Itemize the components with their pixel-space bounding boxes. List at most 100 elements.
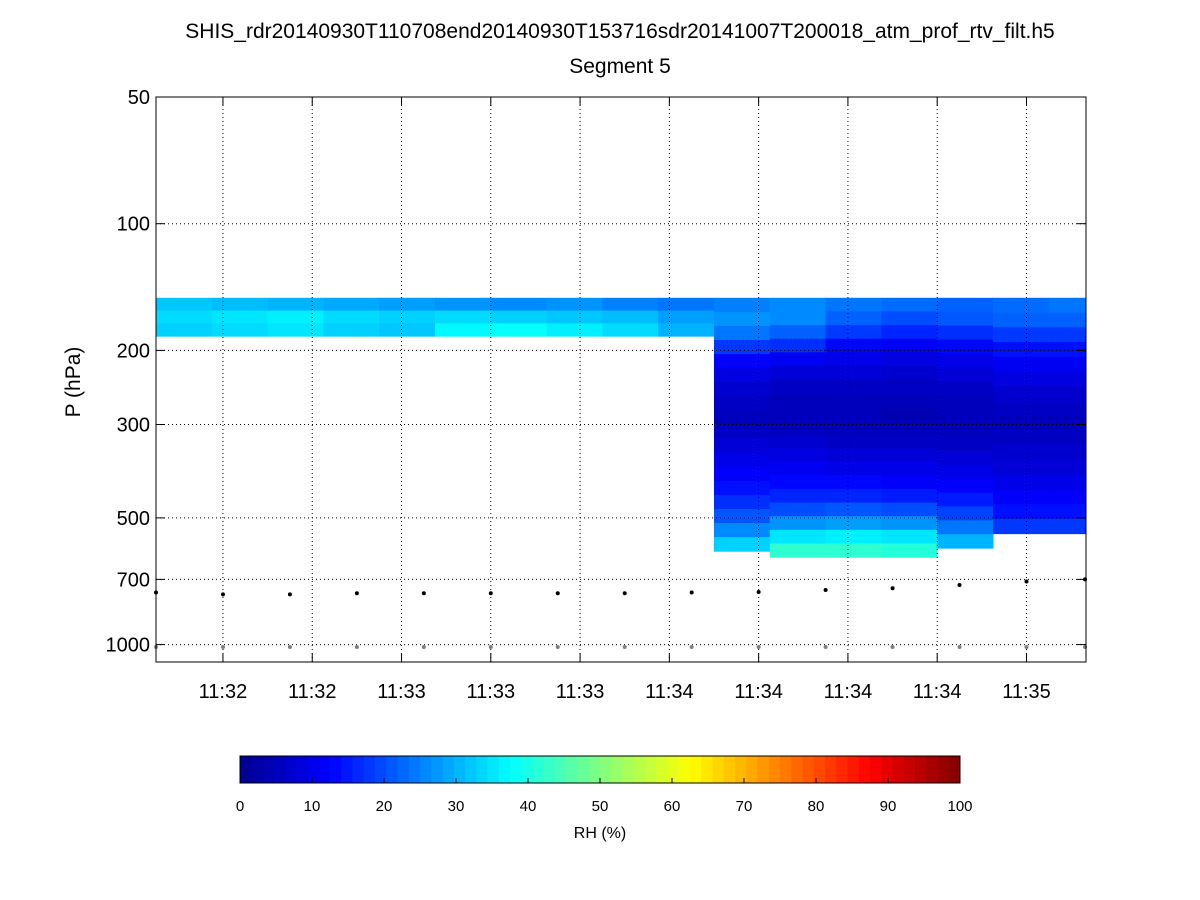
heatmap-cell bbox=[825, 393, 882, 408]
heatmap-cell bbox=[881, 352, 938, 367]
heatmap-cell bbox=[1048, 327, 1087, 343]
x-tick-label: 11:34 bbox=[645, 681, 694, 703]
surface-pressure-point bbox=[823, 588, 828, 593]
heatmap-cell bbox=[769, 407, 827, 422]
colorbar-cell bbox=[847, 756, 860, 783]
heatmap-cell bbox=[211, 323, 269, 337]
heatmap-cell bbox=[714, 382, 771, 397]
heatmap-cell bbox=[769, 379, 827, 394]
colorbar-cell bbox=[881, 756, 893, 783]
heatmap-cell bbox=[769, 529, 827, 545]
x-tick-label: 11:35 bbox=[1002, 681, 1051, 703]
heatmap-cell bbox=[937, 450, 994, 466]
heatmap-cell bbox=[490, 323, 548, 337]
colorbar-cell bbox=[611, 756, 623, 783]
y-tick-label: 100 bbox=[117, 214, 150, 236]
colorbar-cell bbox=[701, 756, 713, 783]
heatmap-cell bbox=[714, 410, 771, 426]
heatmap-cell bbox=[881, 475, 938, 490]
ground-pressure-point bbox=[488, 644, 493, 649]
heatmap-cell bbox=[881, 461, 938, 476]
colorbar-cell bbox=[521, 756, 533, 783]
colorbar-cell bbox=[487, 756, 500, 783]
heatmap-cell bbox=[881, 338, 938, 353]
heatmap-cell bbox=[435, 310, 492, 324]
x-tick-label: 11:32 bbox=[199, 681, 248, 703]
heatmap-cell bbox=[658, 297, 715, 312]
heatmap-cell bbox=[156, 323, 213, 337]
heatmap-cell bbox=[937, 492, 994, 507]
heatmap-cell bbox=[769, 475, 827, 490]
heatmap-cell bbox=[267, 297, 324, 312]
heatmap-cell bbox=[714, 523, 771, 538]
heatmap-cell bbox=[1048, 415, 1087, 431]
heatmap-cell bbox=[825, 447, 882, 463]
heatmap-cell bbox=[993, 297, 1050, 314]
heatmap-cell bbox=[323, 297, 380, 312]
x-tick-label: 11:34 bbox=[913, 681, 962, 703]
y-tick-label: 500 bbox=[117, 508, 150, 530]
heatmap-cell bbox=[993, 400, 1050, 417]
heatmap-cell bbox=[769, 516, 827, 531]
heatmap-cell bbox=[769, 325, 827, 340]
heatmap-cell bbox=[937, 353, 994, 368]
x-tick-label: 11:33 bbox=[556, 681, 605, 703]
heatmap-cell bbox=[937, 311, 994, 327]
heatmap-cell bbox=[825, 516, 882, 531]
heatmap-cell bbox=[881, 447, 938, 463]
colorbar-cell bbox=[510, 756, 522, 783]
colorbar-cell bbox=[352, 756, 365, 783]
colorbar-cell bbox=[633, 756, 646, 783]
heatmap-cell bbox=[714, 297, 771, 313]
heatmap-cell bbox=[937, 381, 994, 396]
heatmap-cell bbox=[993, 327, 1050, 343]
heatmap-cell bbox=[769, 311, 827, 326]
heatmap-cell bbox=[211, 297, 269, 312]
heatmap-cell bbox=[993, 504, 1050, 520]
heatmap-cell bbox=[658, 323, 715, 337]
heatmap-cell bbox=[993, 474, 1050, 490]
surface-pressure-point bbox=[957, 583, 962, 588]
colorbar-tick-label: 0 bbox=[236, 798, 244, 815]
heatmap-cell bbox=[881, 543, 938, 558]
heatmap-cell bbox=[769, 338, 827, 353]
colorbar-cell bbox=[555, 756, 567, 783]
heatmap-cell bbox=[769, 461, 827, 476]
heatmap-cell bbox=[881, 379, 938, 394]
colorbar-cell bbox=[363, 756, 376, 783]
heatmap-cell bbox=[881, 393, 938, 408]
ground-pressure-point bbox=[555, 644, 560, 649]
colorbar-cell bbox=[442, 756, 455, 783]
colorbar-tick-label: 60 bbox=[664, 798, 681, 815]
ground-pressure-point bbox=[220, 644, 225, 649]
heatmap-cell bbox=[881, 434, 938, 449]
y-tick-label: 200 bbox=[117, 340, 150, 362]
heatmap-cell bbox=[937, 464, 994, 480]
surface-pressure-point bbox=[354, 591, 359, 596]
ground-pressure-point bbox=[354, 644, 359, 649]
heatmap-cell bbox=[825, 502, 882, 517]
ground-pressure-point bbox=[1024, 644, 1029, 649]
heatmap-cell bbox=[769, 297, 827, 312]
colorbar-cell bbox=[926, 756, 938, 783]
y-tick-label: 700 bbox=[117, 569, 150, 591]
heatmap-cell bbox=[1048, 459, 1087, 476]
grid-lines bbox=[156, 97, 1086, 662]
plot-axes-box bbox=[155, 96, 1087, 663]
heatmap-cell bbox=[714, 396, 771, 411]
colorbar-cell bbox=[307, 756, 320, 783]
heatmap-cell bbox=[825, 325, 882, 340]
heatmap-cell bbox=[825, 529, 882, 545]
colorbar-cell bbox=[870, 756, 882, 783]
x-tick-label: 11:33 bbox=[467, 681, 516, 703]
ground-pressure-point bbox=[756, 644, 761, 649]
colorbar-cell bbox=[431, 756, 443, 783]
heatmap-cell bbox=[825, 543, 882, 558]
heatmap-cell bbox=[881, 516, 938, 531]
colorbar-cell bbox=[543, 756, 556, 783]
heatmap-cell bbox=[714, 508, 771, 524]
colorbar: 0 10 20 30 40 50 60 70 80 90 100 RH (%) bbox=[236, 755, 973, 842]
colorbar-cell bbox=[791, 756, 803, 783]
heatmap-cell bbox=[1048, 312, 1087, 328]
heatmap-cell bbox=[993, 489, 1050, 505]
